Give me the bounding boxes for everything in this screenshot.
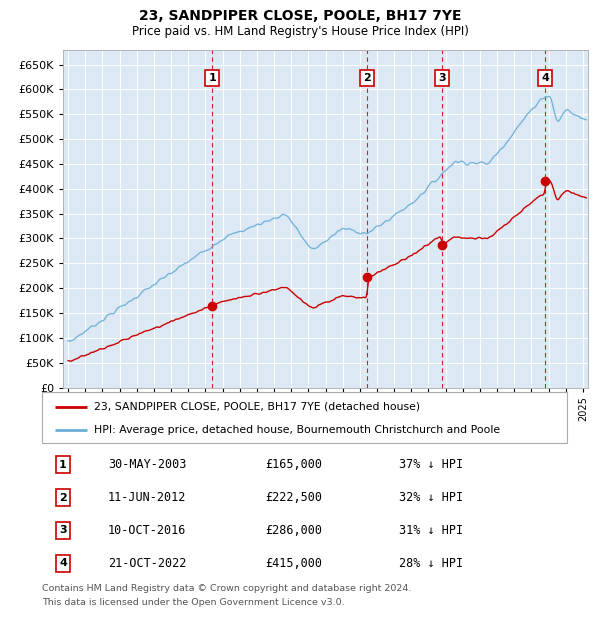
Text: 3: 3 [59,525,67,536]
Text: 23, SANDPIPER CLOSE, POOLE, BH17 7YE: 23, SANDPIPER CLOSE, POOLE, BH17 7YE [139,9,461,24]
Text: 31% ↓ HPI: 31% ↓ HPI [399,524,463,537]
Text: £222,500: £222,500 [265,491,323,504]
Text: £165,000: £165,000 [265,458,323,471]
Text: 10-OCT-2016: 10-OCT-2016 [108,524,186,537]
Text: 37% ↓ HPI: 37% ↓ HPI [399,458,463,471]
Text: £415,000: £415,000 [265,557,323,570]
Text: 21-OCT-2022: 21-OCT-2022 [108,557,186,570]
Text: 11-JUN-2012: 11-JUN-2012 [108,491,186,504]
Text: Price paid vs. HM Land Registry's House Price Index (HPI): Price paid vs. HM Land Registry's House … [131,25,469,38]
Text: 23, SANDPIPER CLOSE, POOLE, BH17 7YE (detached house): 23, SANDPIPER CLOSE, POOLE, BH17 7YE (de… [95,402,421,412]
Text: Contains HM Land Registry data © Crown copyright and database right 2024.: Contains HM Land Registry data © Crown c… [42,584,412,593]
Text: 30-MAY-2003: 30-MAY-2003 [108,458,186,471]
FancyBboxPatch shape [42,392,567,443]
Text: 28% ↓ HPI: 28% ↓ HPI [399,557,463,570]
Text: 4: 4 [59,558,67,569]
Text: HPI: Average price, detached house, Bournemouth Christchurch and Poole: HPI: Average price, detached house, Bour… [95,425,500,435]
Text: £286,000: £286,000 [265,524,323,537]
Text: This data is licensed under the Open Government Licence v3.0.: This data is licensed under the Open Gov… [42,598,344,607]
Text: 1: 1 [209,73,217,83]
Text: 2: 2 [59,492,67,503]
Text: 3: 3 [438,73,446,83]
Text: 32% ↓ HPI: 32% ↓ HPI [399,491,463,504]
Text: 1: 1 [59,459,67,470]
Text: 2: 2 [364,73,371,83]
Text: 4: 4 [541,73,549,83]
